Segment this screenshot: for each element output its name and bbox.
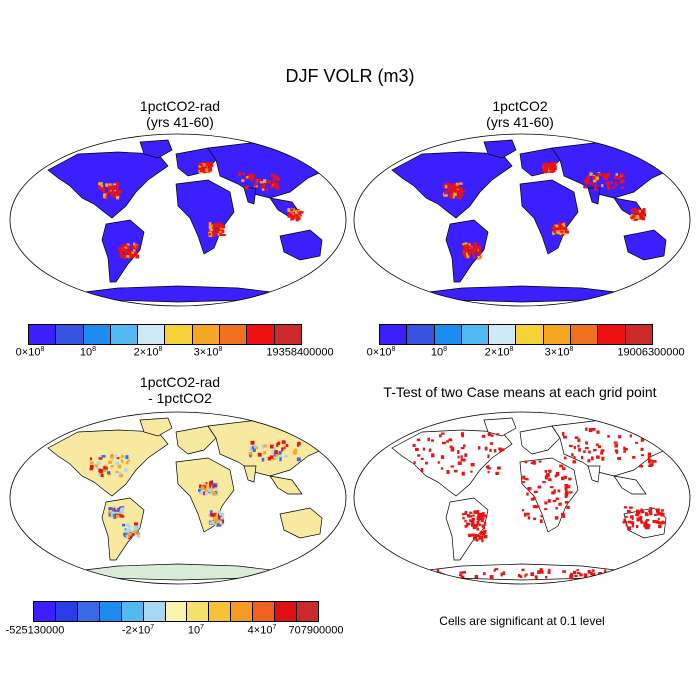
map-frame (9, 411, 347, 585)
colorbar-swatch (29, 325, 57, 344)
colorbar-swatch (220, 325, 248, 344)
colorbar-swatch (34, 602, 56, 621)
colorbar-swatch (99, 602, 122, 621)
panel-title-top-left: 1pctCO2-rad (yrs 41-60) (30, 98, 330, 130)
colorbar-swatch (625, 325, 652, 344)
colorbar-label: -2×107 (121, 624, 155, 637)
continent-greenland (483, 139, 517, 159)
continent-greenland (483, 417, 517, 437)
colorbar-swatch (165, 602, 188, 621)
colorbar-swatch (121, 602, 144, 621)
colorbar-swatch (434, 325, 462, 344)
colorbar-swatch (143, 602, 166, 621)
colorbar-swatch (274, 325, 301, 344)
colorbar-swatch (571, 325, 599, 344)
colorbar-swatch (231, 602, 254, 621)
continent-greenland (139, 417, 173, 437)
colorbar-swatch (516, 325, 544, 344)
continent-africa (175, 179, 235, 255)
colorbar-label: -525130000 (5, 624, 65, 637)
colorbar-swatch (56, 325, 84, 344)
continent-greenland (139, 139, 173, 159)
colorbar-label: 19006300000 (617, 346, 685, 359)
colorbar-swatch (83, 325, 111, 344)
map-bottom-left (9, 411, 347, 585)
continent-australia (623, 229, 667, 261)
colorbar-label: 107 (187, 624, 205, 637)
map-top-right (353, 133, 691, 307)
continent-europe (519, 425, 561, 455)
colorbar-label: 0×108 (366, 346, 396, 359)
map-frame (9, 133, 347, 307)
significance-note: Cells are significant at 0.1 level (439, 614, 605, 628)
colorbar-swatch (253, 602, 276, 621)
colorbar-swatch (543, 325, 572, 344)
continent-africa (519, 457, 579, 533)
continent-india (243, 187, 257, 205)
continent-india (587, 465, 601, 483)
colorbar-swatch (275, 602, 298, 621)
colorbar-label: 3×108 (193, 346, 223, 359)
colorbar-label: 3×108 (544, 346, 574, 359)
continent-north-america (391, 151, 513, 219)
map-frame (353, 411, 691, 585)
colorbar-swatch (407, 325, 435, 344)
continent-antarctica (67, 563, 289, 581)
panel-title-bottom-right: T-Test of two Case means at each grid po… (383, 384, 657, 400)
colorbar-swatch (77, 602, 100, 621)
continent-europe (175, 425, 217, 455)
continent-south-america (445, 497, 489, 561)
colorbar-label: 2×108 (484, 346, 514, 359)
continent-india (243, 465, 257, 483)
colorbar-label: 2×108 (133, 346, 163, 359)
continent-africa (519, 179, 579, 255)
panel-title-line2: (yrs 41-60) (486, 114, 554, 130)
colorbar-label: 108 (79, 346, 97, 359)
panel-title-line2: (yrs 41-60) (146, 114, 214, 130)
colorbar-swatch (165, 325, 193, 344)
colorbar-swatch (187, 602, 210, 621)
colorbar-top-right (379, 324, 653, 345)
colorbar-swatch (461, 325, 490, 344)
colorbar-label: 0×108 (15, 346, 45, 359)
colorbar-bottom-left (33, 601, 319, 622)
map-bottom-right (353, 411, 691, 585)
panel-title-bottom-left: 1pctCO2-rad - 1pctCO2 (30, 374, 330, 406)
colorbar-swatch (110, 325, 139, 344)
continent-southeast-asia (613, 475, 647, 495)
colorbar-swatch (297, 602, 318, 621)
colorbar-swatch (138, 325, 166, 344)
colorbar-swatch (380, 325, 408, 344)
colorbar-label: 707900000 (288, 624, 344, 637)
colorbar-swatch (598, 325, 626, 344)
continent-antarctica (67, 285, 289, 303)
map-top-left (9, 133, 347, 307)
colorbar-swatch (55, 602, 78, 621)
continent-antarctica (411, 285, 633, 303)
continent-north-america (47, 429, 169, 497)
continent-australia (279, 229, 323, 261)
continent-india (587, 187, 601, 205)
colorbar-swatch (209, 602, 232, 621)
colorbar-swatch (489, 325, 517, 344)
colorbar-top-left (28, 324, 302, 345)
colorbar-swatch (192, 325, 221, 344)
figure-title: DJF VOLR (m3) (285, 66, 415, 86)
colorbar-label: 108 (430, 346, 448, 359)
panel-title-line1: 1pctCO2 (492, 98, 548, 114)
continent-southeast-asia (269, 475, 303, 495)
panel-title-top-right: 1pctCO2 (yrs 41-60) (370, 98, 670, 130)
panel-title-line2: - 1pctCO2 (148, 390, 212, 406)
colorbar-swatch (247, 325, 275, 344)
colorbar-label: 19358400000 (266, 346, 334, 359)
continent-north-america (391, 429, 513, 497)
panel-title-line1: 1pctCO2-rad (139, 98, 221, 114)
continent-australia (279, 507, 323, 539)
colorbar-label: 4×107 (247, 624, 277, 637)
map-frame (353, 133, 691, 307)
panel-title-line1: 1pctCO2-rad (139, 374, 221, 390)
